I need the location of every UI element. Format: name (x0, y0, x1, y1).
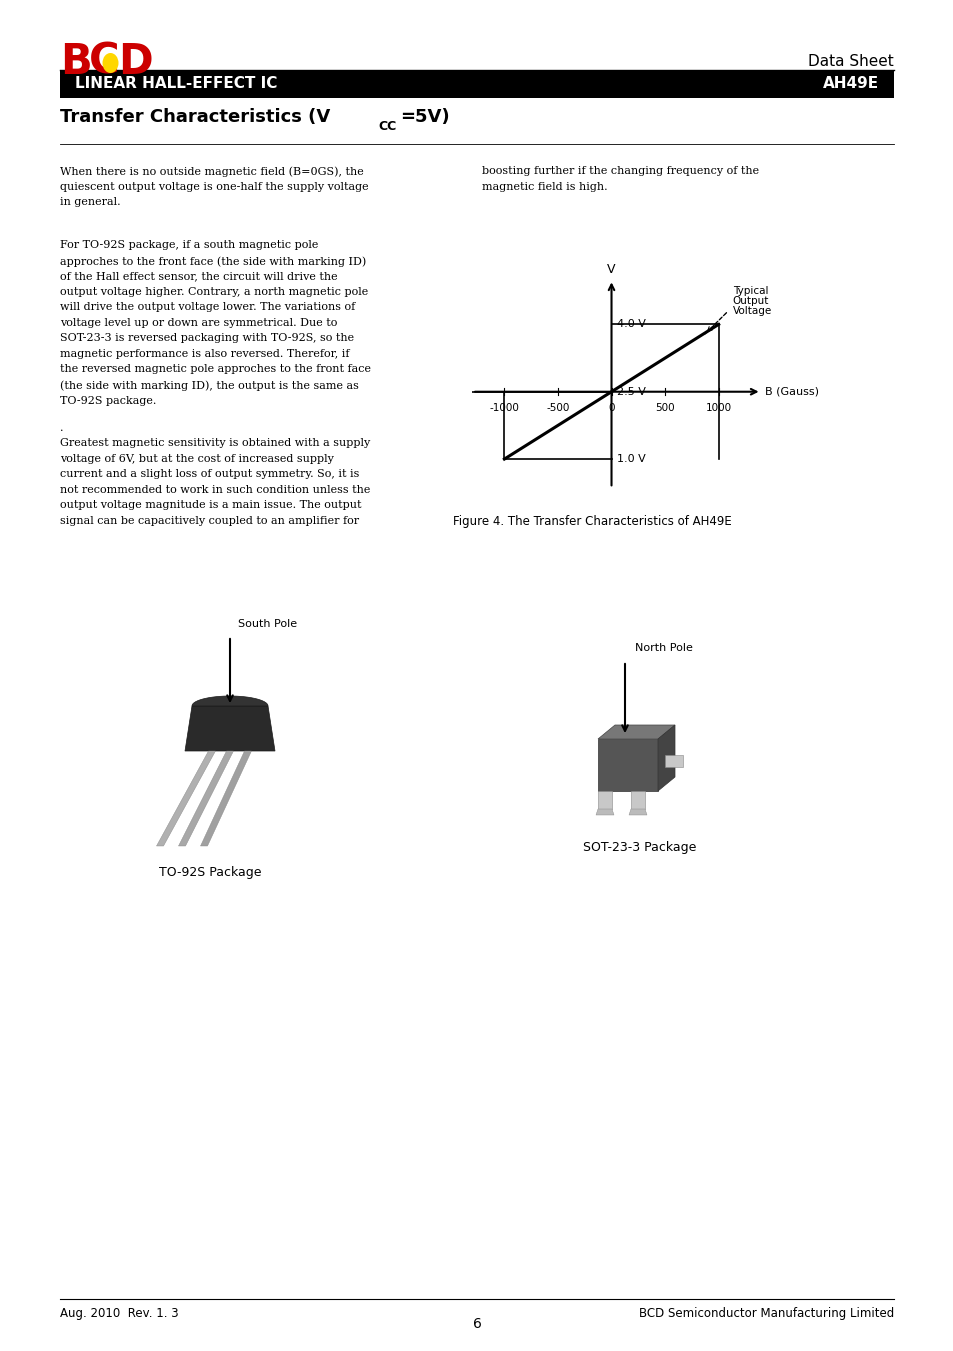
Text: South Pole: South Pole (237, 619, 296, 630)
Ellipse shape (102, 53, 118, 73)
Text: .: . (60, 423, 64, 434)
Text: D: D (118, 41, 152, 82)
Text: TO-92S Package: TO-92S Package (158, 866, 261, 880)
Text: Typical: Typical (732, 285, 767, 296)
Polygon shape (598, 739, 658, 790)
Polygon shape (628, 809, 646, 815)
Text: C: C (89, 41, 119, 82)
Polygon shape (200, 751, 252, 846)
Text: the reversed magnetic pole approches to the front face: the reversed magnetic pole approches to … (60, 365, 371, 374)
Text: B: B (60, 41, 91, 82)
Text: current and a slight loss of output symmetry. So, it is: current and a slight loss of output symm… (60, 470, 359, 480)
Text: approches to the front face (the side with marking ID): approches to the front face (the side wi… (60, 255, 366, 266)
Text: 1.0 V: 1.0 V (617, 454, 645, 465)
Text: will drive the output voltage lower. The variations of: will drive the output voltage lower. The… (60, 303, 355, 312)
Text: Greatest magnetic sensitivity is obtained with a supply: Greatest magnetic sensitivity is obtaine… (60, 439, 370, 449)
Text: Aug. 2010  Rev. 1. 3: Aug. 2010 Rev. 1. 3 (60, 1306, 178, 1320)
Text: of the Hall effect sensor, the circuit will drive the: of the Hall effect sensor, the circuit w… (60, 272, 337, 281)
Text: -500: -500 (546, 403, 569, 413)
Polygon shape (598, 790, 612, 809)
Text: TO-92S package.: TO-92S package. (60, 396, 156, 405)
Text: Figure 4. The Transfer Characteristics of AH49E: Figure 4. The Transfer Characteristics o… (453, 516, 731, 528)
Text: 0: 0 (608, 403, 614, 413)
Text: Voltage: Voltage (732, 307, 771, 316)
Text: North Pole: North Pole (635, 643, 692, 653)
Text: V: V (607, 263, 615, 276)
Polygon shape (598, 725, 675, 739)
Polygon shape (630, 790, 644, 809)
Text: not recommended to work in such condition unless the: not recommended to work in such conditio… (60, 485, 370, 494)
Text: output voltage higher. Contrary, a north magnetic pole: output voltage higher. Contrary, a north… (60, 286, 368, 297)
Text: BCD Semiconductor Manufacturing Limited: BCD Semiconductor Manufacturing Limited (639, 1306, 893, 1320)
Text: 500: 500 (655, 403, 674, 413)
Polygon shape (658, 725, 675, 790)
Polygon shape (664, 755, 682, 767)
Text: boosting further if the changing frequency of the: boosting further if the changing frequen… (481, 166, 759, 176)
Text: 2.5 V: 2.5 V (617, 386, 645, 397)
Text: voltage of 6V, but at the cost of increased supply: voltage of 6V, but at the cost of increa… (60, 454, 334, 463)
Text: magnetic performance is also reversed. Therefor, if: magnetic performance is also reversed. T… (60, 349, 349, 359)
Text: quiescent output voltage is one-half the supply voltage: quiescent output voltage is one-half the… (60, 181, 368, 192)
Text: in general.: in general. (60, 197, 120, 207)
Text: For TO-92S package, if a south magnetic pole: For TO-92S package, if a south magnetic … (60, 240, 318, 250)
Polygon shape (596, 809, 614, 815)
Polygon shape (156, 751, 215, 846)
Text: (the side with marking ID), the output is the same as: (the side with marking ID), the output i… (60, 380, 358, 390)
Text: =5V): =5V) (399, 108, 449, 126)
Polygon shape (192, 696, 268, 707)
Text: -1000: -1000 (489, 403, 518, 413)
Text: When there is no outside magnetic field (B=0GS), the: When there is no outside magnetic field … (60, 166, 363, 177)
Text: Data Sheet: Data Sheet (807, 54, 893, 69)
Text: SOT-23-3 Package: SOT-23-3 Package (582, 842, 696, 854)
Polygon shape (185, 707, 274, 751)
Bar (60, 70, 893, 99)
Text: signal can be capacitively coupled to an amplifier for: signal can be capacitively coupled to an… (60, 516, 358, 526)
Text: 4.0 V: 4.0 V (617, 319, 645, 330)
Text: LINEAR HALL-EFFECT IC: LINEAR HALL-EFFECT IC (75, 77, 277, 92)
Text: 1000: 1000 (705, 403, 731, 413)
Text: Output: Output (732, 296, 768, 307)
Text: Transfer Characteristics (V: Transfer Characteristics (V (60, 108, 330, 126)
Text: AH49E: AH49E (822, 77, 878, 92)
Polygon shape (178, 751, 233, 846)
Text: output voltage magnitude is a main issue. The output: output voltage magnitude is a main issue… (60, 500, 361, 511)
Text: CC: CC (377, 120, 395, 132)
Text: 6: 6 (472, 1317, 481, 1331)
Text: voltage level up or down are symmetrical. Due to: voltage level up or down are symmetrical… (60, 317, 337, 328)
Text: B (Gauss): B (Gauss) (764, 386, 818, 397)
Text: magnetic field is high.: magnetic field is high. (481, 181, 607, 192)
Text: SOT-23-3 is reversed packaging with TO-92S, so the: SOT-23-3 is reversed packaging with TO-9… (60, 334, 354, 343)
